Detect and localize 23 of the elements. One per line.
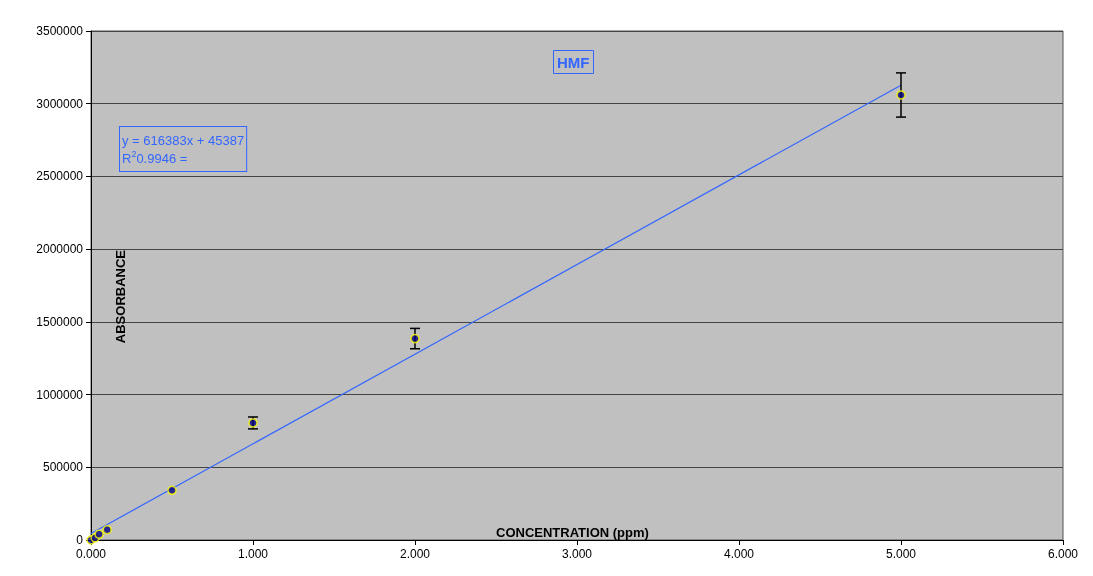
y-tick-label: 1500000 — [36, 314, 84, 329]
x-tick-label: 3.000 — [561, 547, 593, 561]
point — [410, 333, 420, 344]
y-tick-label: 1000000 — [36, 387, 84, 402]
x-axis-title: CONCENTRATION (ppm) — [496, 525, 649, 540]
x-tick-label: 0.000 — [75, 547, 107, 561]
x-tick-label: 5.000 — [885, 547, 917, 561]
y-tick-label: 3500000 — [36, 24, 84, 38]
y-tick-label: 0 — [76, 533, 84, 547]
y-tick-label: 2000000 — [36, 242, 84, 257]
point — [102, 524, 112, 535]
point — [896, 90, 906, 100]
x-tick-label: 6.000 — [1047, 547, 1079, 561]
y-tick-label: 2500000 — [36, 169, 84, 184]
point — [167, 485, 177, 496]
y-tick-label: 500000 — [42, 460, 84, 475]
text: HMF — [557, 54, 590, 71]
x-tick-label: 4.000 — [723, 547, 755, 561]
point — [94, 529, 104, 539]
x-tick-label: 1.000 — [237, 547, 269, 561]
y-axis-title: ABSORBANCE — [113, 249, 128, 344]
y-tick-label: 3000000 — [36, 96, 84, 111]
x-tick-label: 2.000 — [399, 547, 431, 561]
